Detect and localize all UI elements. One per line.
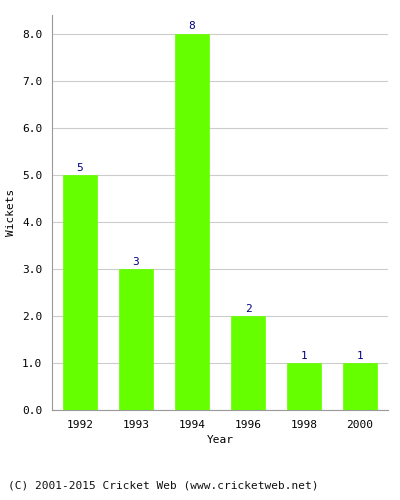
Text: (C) 2001-2015 Cricket Web (www.cricketweb.net): (C) 2001-2015 Cricket Web (www.cricketwe… <box>8 480 318 490</box>
Bar <box>343 363 377 410</box>
Bar <box>63 175 97 410</box>
Text: 8: 8 <box>189 22 195 32</box>
Bar <box>231 316 265 410</box>
Text: 1: 1 <box>357 350 363 360</box>
Text: 2: 2 <box>245 304 251 314</box>
Text: 3: 3 <box>133 256 139 266</box>
Y-axis label: Wickets: Wickets <box>6 189 16 236</box>
X-axis label: Year: Year <box>206 436 234 446</box>
Bar <box>119 269 153 410</box>
Text: 5: 5 <box>77 162 83 172</box>
Bar <box>175 34 209 410</box>
Text: 1: 1 <box>301 350 307 360</box>
Bar <box>287 363 321 410</box>
